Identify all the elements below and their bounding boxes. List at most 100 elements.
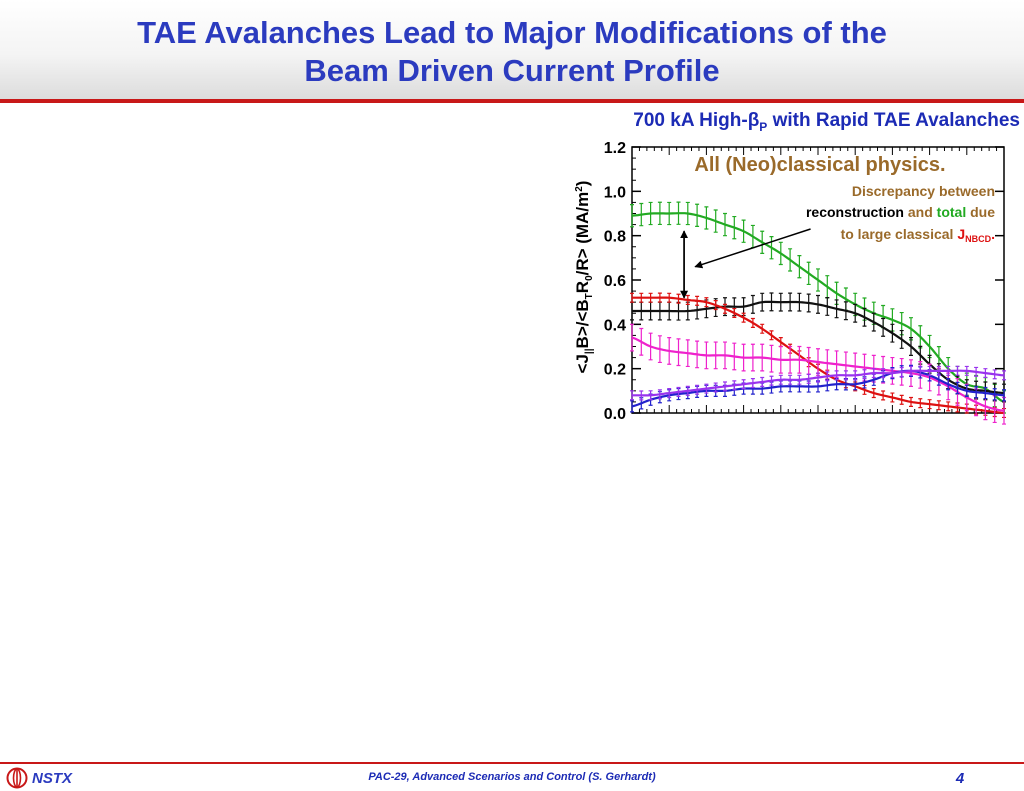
title-line-1: TAE Avalanches Lead to Major Modificatio… (137, 15, 887, 50)
annotation-and: and (904, 204, 937, 220)
errorbar-1 (778, 292, 783, 312)
errorbar-5 (797, 374, 802, 385)
errorbar-5 (983, 368, 988, 379)
ylabel-part-0: <J (573, 354, 592, 373)
errorbar-2 (769, 330, 774, 341)
y-tick-label: 1.2 (604, 140, 626, 157)
errorbar-2 (648, 292, 653, 303)
errorbar-2 (713, 300, 718, 311)
series-5 (630, 365, 1006, 401)
errorbar-0 (769, 236, 774, 260)
errorbar-5 (899, 366, 904, 378)
slide-footer: NSTX PAC-29, Advanced Scenarios and Cont… (0, 764, 1024, 791)
y-tick-label: 0.8 (604, 229, 626, 246)
errorbar-3 (760, 343, 765, 372)
errorbar-5 (741, 379, 746, 390)
errorbar-0 (816, 268, 820, 292)
title-line-2: Beam Driven Current Profile (304, 53, 720, 88)
errorbar-0 (760, 230, 765, 254)
errorbar-1 (890, 323, 895, 343)
slide-header: TAE Avalanches Lead to Major Modificatio… (0, 0, 1024, 103)
errorbar-5 (816, 372, 820, 383)
errorbar-1 (909, 337, 913, 356)
errorbar-3 (797, 345, 802, 374)
errorbar-3 (750, 343, 755, 372)
errorbar-3 (741, 343, 746, 372)
errorbar-5 (974, 366, 979, 377)
errorbar-5 (955, 365, 960, 376)
errorbar-2 (946, 401, 951, 412)
annotation-period: . (991, 226, 995, 242)
nstx-logo-text: NSTX (32, 769, 73, 787)
errorbar-5 (639, 390, 644, 401)
errorbar-0 (778, 241, 783, 266)
errorbar-0 (685, 201, 690, 226)
errorbar-4 (630, 400, 634, 413)
errorbar-4 (992, 388, 997, 401)
errorbar-2 (760, 323, 765, 334)
annotation-due: due (966, 204, 995, 220)
errorbar-2 (890, 392, 895, 403)
subtitle-suffix: with Rapid TAE Avalanches (767, 110, 1020, 131)
errorbar-0 (630, 204, 634, 228)
errorbar-3 (769, 344, 774, 373)
errorbar-3 (704, 341, 709, 370)
errorbar-4 (964, 384, 969, 397)
y-tick-label: 0.2 (604, 362, 626, 379)
ylabel-part-3: T (584, 293, 595, 299)
errorbar-5 (667, 388, 672, 399)
annotation-total: total (937, 204, 967, 220)
errorbar-5 (657, 389, 662, 400)
errorbar-1 (788, 292, 793, 312)
errorbar-5 (769, 375, 774, 386)
annotation-line-3: to large classical JNBCD. (841, 226, 995, 244)
errorbar-5 (750, 378, 755, 389)
series-3 (630, 323, 1006, 425)
errorbar-5 (1002, 370, 1006, 381)
errorbar-5 (760, 376, 765, 387)
errorbar-5 (732, 380, 737, 391)
errorbar-5 (853, 370, 858, 381)
errorbar-3 (639, 327, 644, 356)
errorbar-0 (704, 206, 709, 230)
errorbar-5 (964, 365, 969, 376)
errorbar-0 (797, 255, 802, 279)
ylabel-part-5: 0 (584, 275, 595, 281)
errorbar-5 (630, 390, 634, 401)
errorbar-5 (881, 368, 886, 379)
ylabel-part-4: R (573, 281, 592, 293)
footer-divider (0, 762, 1024, 764)
subtitle-beta: β (747, 110, 760, 131)
errorbar-0 (723, 212, 727, 237)
annotation-to-large: to large classical (841, 226, 958, 242)
annotation-line-2: reconstruction and total due (806, 204, 995, 220)
annotation-line-1: Discrepancy between (852, 183, 995, 199)
errorbar-1 (825, 296, 830, 316)
errorbar-5 (936, 365, 941, 376)
annotation-heading: All (Neo)classical physics. (694, 154, 945, 176)
y-tick-label: 0.0 (604, 406, 626, 423)
errorbar-5 (806, 373, 811, 384)
errorbar-2 (881, 390, 886, 401)
errorbar-0 (695, 203, 700, 227)
errorbar-1 (750, 294, 755, 314)
errorbar-2 (936, 400, 941, 411)
errorbar-1 (806, 293, 811, 313)
errorbar-5 (946, 365, 951, 376)
errorbar-3 (667, 337, 672, 365)
errorbar-1 (881, 317, 886, 337)
errorbar-5 (825, 371, 830, 382)
errorbar-4 (974, 386, 979, 399)
errorbar-2 (899, 394, 904, 405)
errorbar-2 (871, 388, 876, 399)
errorbar-5 (723, 381, 727, 392)
errorbar-5 (890, 368, 895, 379)
y-tick-label: 0.6 (604, 273, 626, 290)
subtitle-sub: P (759, 119, 768, 134)
ylabel-part-6: /R> (MA/m (573, 192, 592, 276)
errorbar-2 (741, 312, 746, 323)
series-4 (630, 364, 1006, 413)
errorbar-5 (834, 370, 839, 381)
errorbar-0 (639, 202, 644, 227)
errorbar-0 (788, 248, 793, 272)
